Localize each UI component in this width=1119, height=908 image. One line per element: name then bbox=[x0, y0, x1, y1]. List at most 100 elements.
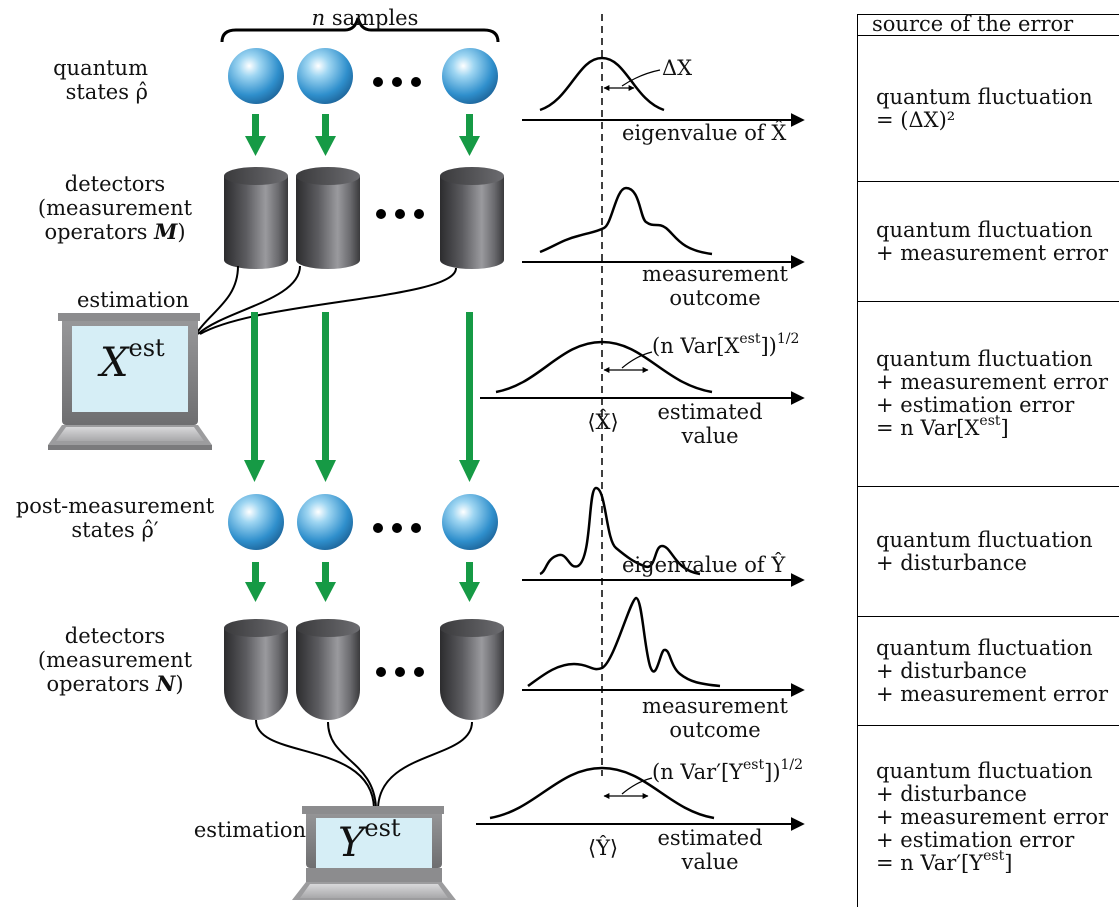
cell6-last-post: ] bbox=[1004, 850, 1013, 875]
quantum-state-ball bbox=[297, 48, 353, 104]
quantum-states-line1: quantum bbox=[53, 56, 148, 80]
ellipsis-dot bbox=[414, 209, 424, 219]
operators-text: operators bbox=[44, 220, 155, 244]
detectors-n-line1: detectors bbox=[64, 624, 166, 648]
green-arrow-icon bbox=[245, 562, 266, 602]
ellipsis-dot bbox=[392, 77, 402, 87]
table-cell-5: quantum fluctuation + disturbance + meas… bbox=[858, 617, 1119, 726]
screen-x-var: X bbox=[100, 340, 129, 386]
ellipsis-dot bbox=[376, 667, 386, 677]
detectors-n-label: detectors (measurement operators N) bbox=[10, 624, 220, 696]
laptop-x bbox=[48, 313, 212, 450]
ellipsis-dot bbox=[395, 209, 405, 219]
cell6-line1: quantum fluctuation bbox=[876, 758, 1093, 783]
close-paren: ) bbox=[175, 672, 184, 696]
plot-1 bbox=[522, 56, 805, 127]
plot6-mean-label: ⟨Ŷ⟩ bbox=[587, 836, 619, 860]
cell3-last-sup: est bbox=[979, 413, 1001, 429]
detector-n bbox=[224, 619, 288, 720]
estimation-y-label: estimation bbox=[193, 818, 306, 842]
samples-brace bbox=[220, 17, 500, 43]
ellipsis-dot bbox=[392, 523, 402, 533]
samples-label: n samples bbox=[311, 6, 419, 30]
plot5-axis-line1: measurement bbox=[642, 694, 788, 718]
cell3-line2: + measurement error bbox=[876, 370, 1109, 394]
plot4-axis-label: eigenvalue of Ŷ bbox=[622, 553, 786, 577]
cell2-line2: + measurement error bbox=[876, 240, 1109, 265]
detectors-m-line1: detectors bbox=[64, 172, 166, 196]
table-cell-3: quantum fluctuation + measurement error … bbox=[858, 302, 1119, 487]
green-arrow-icon bbox=[459, 312, 480, 482]
plot6-annotation-mid: ]) bbox=[764, 760, 781, 784]
plot3-axis-label: estimated value bbox=[640, 400, 780, 448]
cell3-line3: + estimation error bbox=[876, 393, 1075, 417]
quantum-states-label: quantum states ρ̂ bbox=[40, 56, 148, 104]
detectors-n-line2: (measurement bbox=[37, 648, 193, 672]
cell4-line1: quantum fluctuation bbox=[876, 527, 1093, 552]
cell3-line4: = n Var[Xest] bbox=[876, 414, 1119, 440]
plot3-annotation-sup1: est bbox=[739, 331, 761, 347]
table-header: source of the error bbox=[858, 14, 1119, 36]
cables-m bbox=[195, 265, 457, 335]
plot3-mean-label: ⟨X̂⟩ bbox=[587, 410, 619, 434]
cell6-line4: + estimation error bbox=[876, 827, 1075, 852]
ellipsis-dot bbox=[373, 523, 383, 533]
post-states-label: post-measurement states ρ̂′ bbox=[8, 494, 222, 542]
close-paren: ) bbox=[177, 220, 186, 244]
cell1-line1: quantum fluctuation bbox=[876, 84, 1093, 109]
cell2-line1: quantum fluctuation bbox=[876, 217, 1093, 242]
cell5-line2: + disturbance bbox=[876, 658, 1027, 683]
plot-6 bbox=[476, 766, 805, 831]
ellipsis-dot bbox=[411, 523, 421, 533]
error-source-table: source of the error quantum fluctuation … bbox=[857, 14, 1119, 907]
post-states-line1: post-measurement bbox=[15, 494, 215, 518]
green-arrow-icon bbox=[244, 312, 265, 482]
plot1-delta-x: ΔX bbox=[662, 56, 693, 80]
plot6-annotation: (n Var′[Yest])1/2 bbox=[652, 757, 804, 784]
detector-m bbox=[440, 167, 504, 269]
screen-y-text: Yest bbox=[338, 816, 401, 866]
cell3-last-pre: = n Var[X bbox=[876, 416, 980, 440]
screen-y-var: Y bbox=[338, 820, 365, 866]
plot2-axis-line1: measurement bbox=[642, 262, 788, 286]
quantum-state-ball bbox=[442, 48, 498, 104]
plot-5 bbox=[522, 596, 805, 697]
post-state-ball bbox=[442, 494, 498, 550]
table-cell-6: quantum fluctuation + disturbance + meas… bbox=[858, 726, 1119, 908]
plot6-axis-label: estimated value bbox=[640, 826, 780, 874]
plot3-annotation-pre: (n Var[X bbox=[652, 334, 740, 358]
plot-3 bbox=[480, 340, 805, 405]
table-cell-4: quantum fluctuation + disturbance bbox=[858, 487, 1119, 617]
detector-n bbox=[296, 619, 360, 720]
cell3-line1: quantum fluctuation bbox=[876, 347, 1093, 371]
post-states-line2: states ρ̂′ bbox=[71, 518, 159, 542]
green-arrow-icon bbox=[245, 114, 266, 156]
cell6-line3: + measurement error bbox=[876, 804, 1109, 829]
ellipsis-dot bbox=[414, 667, 424, 677]
ellipsis-dot bbox=[376, 209, 386, 219]
cell6-last-sup: est bbox=[983, 847, 1005, 864]
cell5-line3: + measurement error bbox=[876, 681, 1109, 706]
plot3-annotation-sup2: 1/2 bbox=[776, 331, 800, 347]
table-cell-1: quantum fluctuation = (ΔX)² bbox=[858, 36, 1119, 182]
detectors-m-line2: (measurement bbox=[37, 196, 193, 220]
plot6-annotation-sup2: 1/2 bbox=[780, 757, 804, 773]
cell1-line2: = (ΔX)² bbox=[876, 107, 956, 132]
operators-text: operators bbox=[46, 672, 157, 696]
plot3-axis-line2: value bbox=[681, 424, 739, 448]
cell6-line5: = n Var′[Yest] bbox=[876, 849, 1119, 875]
detector-m bbox=[296, 167, 360, 269]
green-arrow-icon bbox=[315, 562, 336, 602]
detectors-m-label: detectors (measurement operators M) bbox=[10, 172, 220, 244]
green-arrow-icon bbox=[459, 114, 480, 156]
cell6-last-pre: = n Var′[Y bbox=[876, 850, 984, 875]
cell3-last-post: ] bbox=[1000, 416, 1009, 440]
plot6-axis-line2: value bbox=[681, 850, 739, 874]
plot6-annotation-pre: (n Var′[Y bbox=[652, 760, 744, 784]
plot-2 bbox=[522, 186, 805, 269]
ellipsis-dot bbox=[411, 77, 421, 87]
ellipsis-dot bbox=[373, 77, 383, 87]
detectors-n-line3: operators N) bbox=[10, 672, 220, 697]
